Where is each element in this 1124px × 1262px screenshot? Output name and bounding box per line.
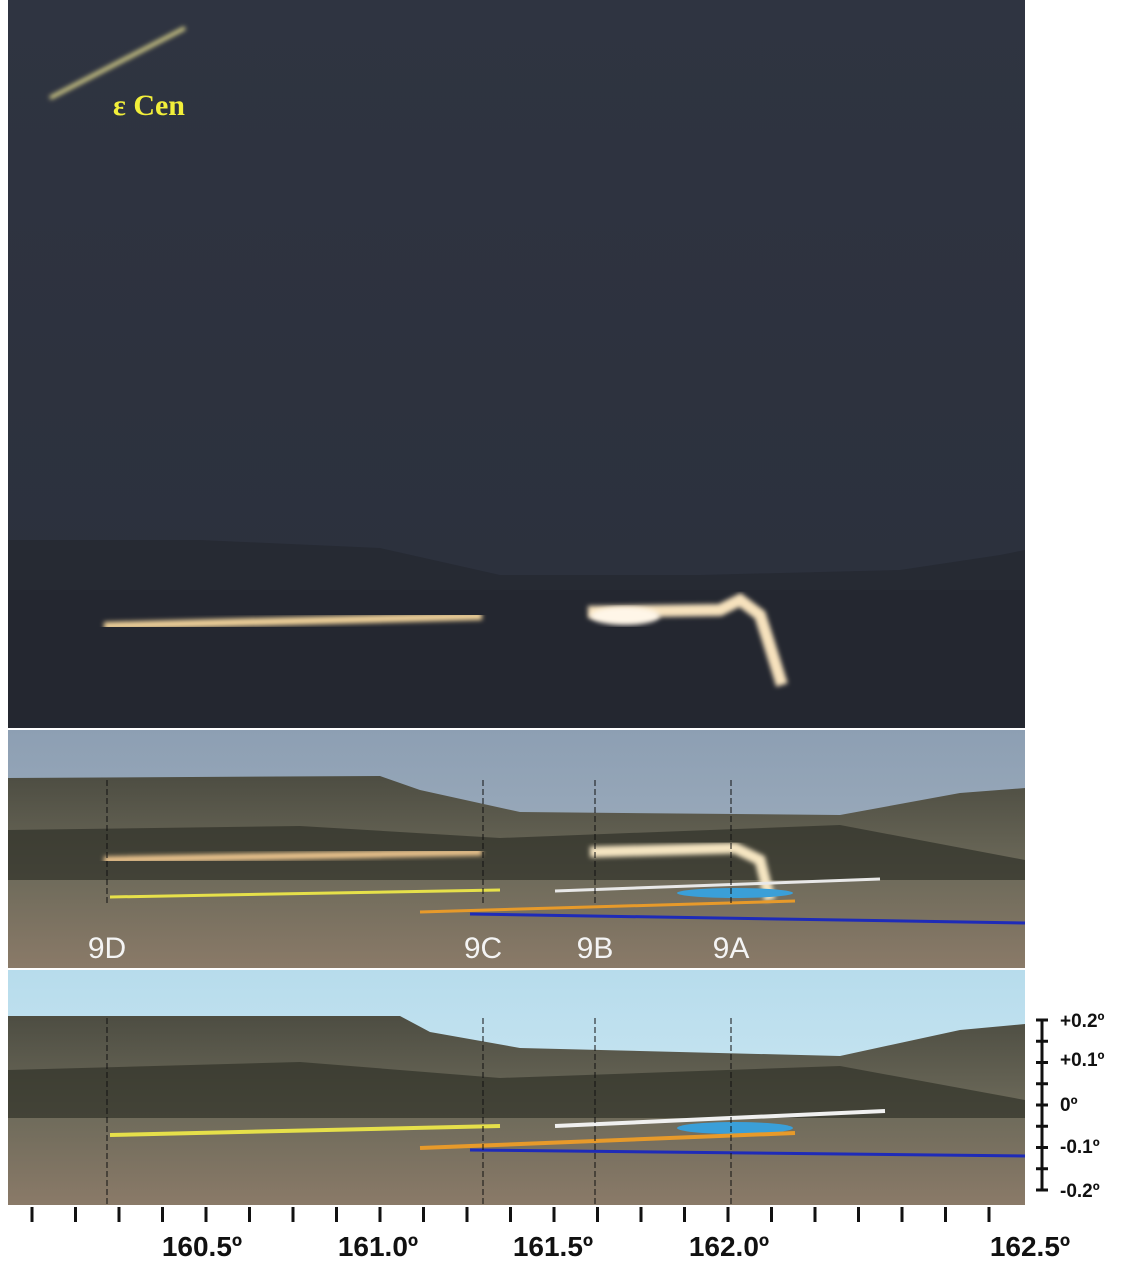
y-tick-label: +0.1º <box>1060 1050 1105 1071</box>
marker-label: 9D <box>88 932 126 965</box>
marker-label: 9C <box>464 932 502 965</box>
night-photo: ε Cen <box>8 0 1025 728</box>
y-tick-label: +0.2º <box>1060 1011 1105 1032</box>
y-tick-label: 0º <box>1060 1095 1078 1116</box>
y-tick-label: -0.2º <box>1060 1181 1100 1202</box>
page: ε Cen 9D 9C 9B 9A 160.5º 161.0º 161.5º 162.0º 16… <box>0 0 1124 1262</box>
x-tick-label: 161.5º <box>513 1231 593 1262</box>
x-tick-label: 160.5º <box>162 1231 242 1262</box>
figure: ε Cen 9D 9C 9B 9A 160.5º 161.0º 161.5º 162.0º 16… <box>0 0 1124 1262</box>
star-label: ε Cen <box>113 89 185 122</box>
y-tick-label: -0.1º <box>1060 1137 1100 1158</box>
terrain-overlay <box>8 730 1025 968</box>
x-tick-label: 162.0º <box>689 1231 769 1262</box>
marker-label: 9B <box>577 932 614 965</box>
terrain-model <box>8 970 1025 1205</box>
marker-label: 9A <box>713 932 750 965</box>
x-tick-label: 162.5º <box>990 1231 1070 1262</box>
x-tick-label: 161.0º <box>338 1231 418 1262</box>
